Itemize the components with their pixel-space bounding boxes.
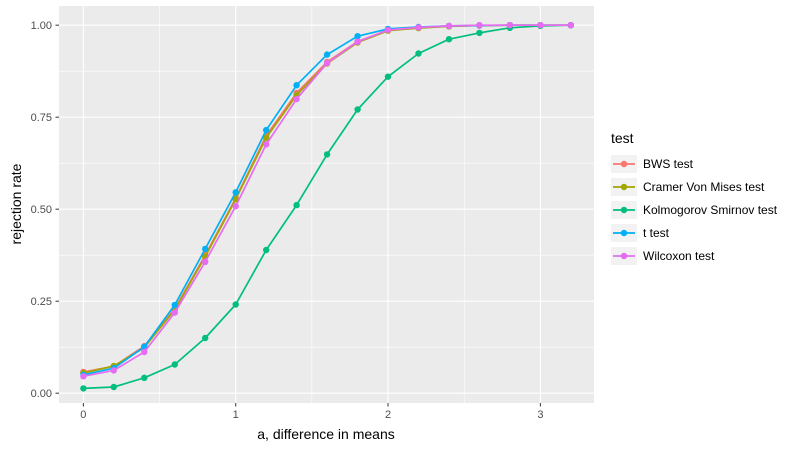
data-point [110,383,118,391]
legend-key-glyph [613,229,635,237]
legend-key [611,224,637,242]
data-point [202,258,209,265]
data-point [445,36,453,43]
legend-key-glyph [613,252,635,260]
legend-title: test [611,130,634,146]
data-point [354,106,361,113]
plot-panel [59,6,594,403]
y-tick-label: 0.75 [31,112,52,124]
legend-label: Cramer Von Mises test [643,180,765,194]
legend-label: BWS test [643,157,694,171]
data-point [354,33,361,40]
data-point [384,26,392,34]
data-point [263,134,270,141]
data-point [323,151,331,158]
legend-point-icon [620,229,628,237]
legend-key [611,178,637,196]
data-point [506,22,514,29]
legend-point-icon [620,160,628,168]
data-point [141,343,148,350]
x-axis-title: a, difference in means [257,426,395,442]
data-point [293,82,300,89]
data-point [384,73,392,80]
data-point [415,24,422,31]
data-point [476,22,483,29]
data-point [202,334,209,342]
data-point [232,196,239,203]
data-point [80,373,87,380]
data-point [141,374,148,381]
data-point [476,29,483,37]
legend-key-glyph [613,183,635,191]
legend-point-icon [620,252,628,260]
legend-items: BWS test Cramer Von Mises test Kolmogorov … [611,155,777,265]
data-point [171,301,178,309]
data-point [80,385,87,392]
legend-item: Kolmogorov Smirnov test [611,201,777,219]
y-tick-label: 0.50 [31,204,52,216]
x-tick-label: 1 [233,409,239,421]
data-point [263,141,270,148]
legend-key-glyph [613,206,635,214]
legend-label: Wilcoxon test [643,249,715,263]
data-point [354,38,361,45]
legend-item: Cramer Von Mises test [611,178,777,196]
data-point [263,126,270,134]
legend-point-icon [620,183,628,191]
data-point [323,59,331,67]
data-point [232,301,239,308]
legend-item: t test [611,224,777,242]
x-tick-label: 3 [537,409,543,421]
data-point [263,246,270,254]
data-point [415,50,422,57]
data-point [171,361,178,368]
y-tick-label: 0.25 [31,296,52,308]
legend-item: Wilcoxon test [611,247,777,265]
data-point [323,51,331,58]
legend: test BWS test Cramer Von Mises test Kolmog… [611,130,777,270]
y-tick-label: 0.00 [31,388,52,400]
legend-key [611,247,637,265]
x-tick-label: 0 [80,409,86,421]
legend-item: BWS test [611,155,777,173]
y-axis-title: rejection rate [8,163,24,245]
data-point [141,348,148,356]
data-point [110,367,118,374]
data-point [445,22,453,30]
data-point [537,22,544,29]
legend-key [611,155,637,173]
legend-point-icon [620,206,628,214]
y-tick-label: 1.00 [31,20,52,32]
data-point [232,189,239,196]
x-tick-label: 2 [385,409,391,421]
data-point [293,201,300,209]
data-point [232,203,239,210]
data-point [567,22,574,29]
data-point [202,245,209,253]
legend-label: Kolmogorov Smirnov test [643,203,778,217]
legend-key [611,201,637,219]
legend-key-glyph [613,160,635,168]
data-point [171,309,178,316]
data-point [293,95,300,103]
legend-label: t test [643,226,670,240]
